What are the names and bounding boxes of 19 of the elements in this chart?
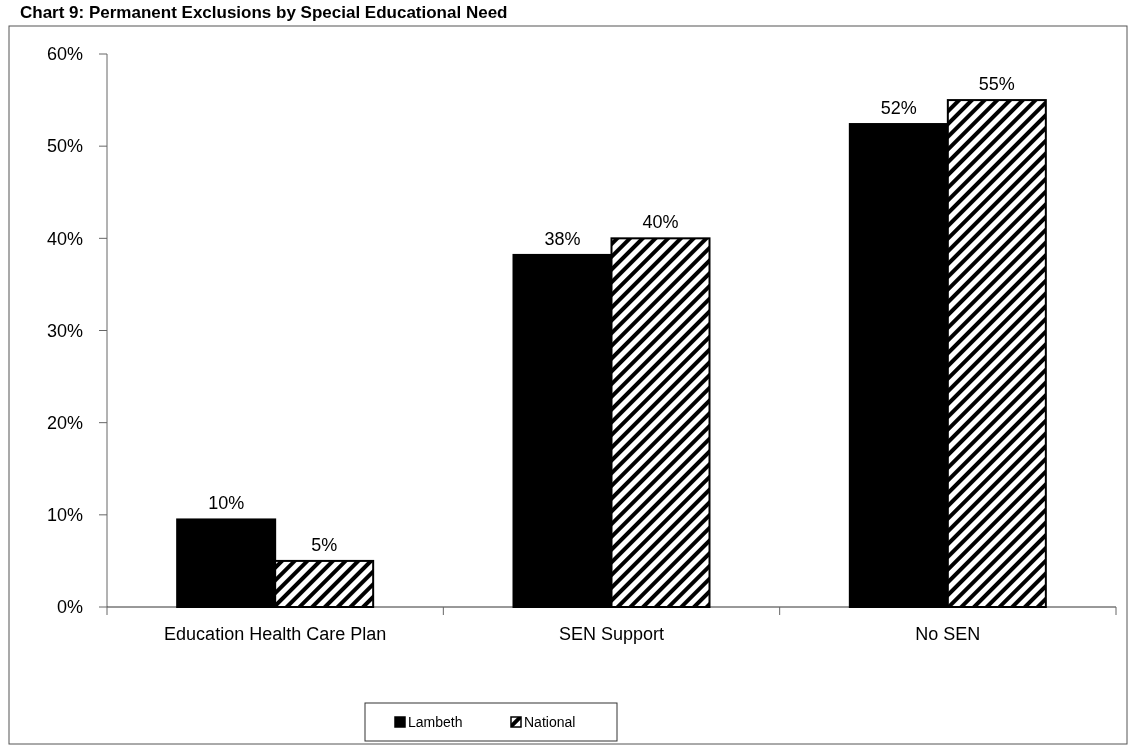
y-tick-label: 0%: [56, 597, 83, 618]
y-tick-label: 10%: [46, 505, 83, 526]
data-label: 52%: [880, 98, 917, 119]
data-label: 38%: [544, 228, 581, 249]
y-tick-label: 40%: [46, 228, 83, 249]
x-tick-label: No SEN: [915, 624, 981, 644]
legend-label: Lambeth: [408, 713, 463, 730]
y-tick-label: 30%: [46, 320, 83, 341]
data-label: 10%: [208, 493, 245, 514]
y-tick-label: 60%: [46, 44, 83, 65]
x-tick-label: Education Health Care Plan: [164, 624, 387, 644]
data-label: 40%: [642, 212, 679, 233]
y-tick-label: 50%: [46, 136, 83, 157]
x-tick-label: SEN Support: [558, 624, 665, 644]
data-label: 55%: [978, 74, 1015, 95]
y-tick-label: 20%: [46, 412, 83, 433]
data-label: 5%: [311, 534, 338, 555]
chart-title: Chart 9: Permanent Exclusions by Special Educational Need: [20, 3, 508, 22]
legend-label: National: [524, 713, 576, 730]
